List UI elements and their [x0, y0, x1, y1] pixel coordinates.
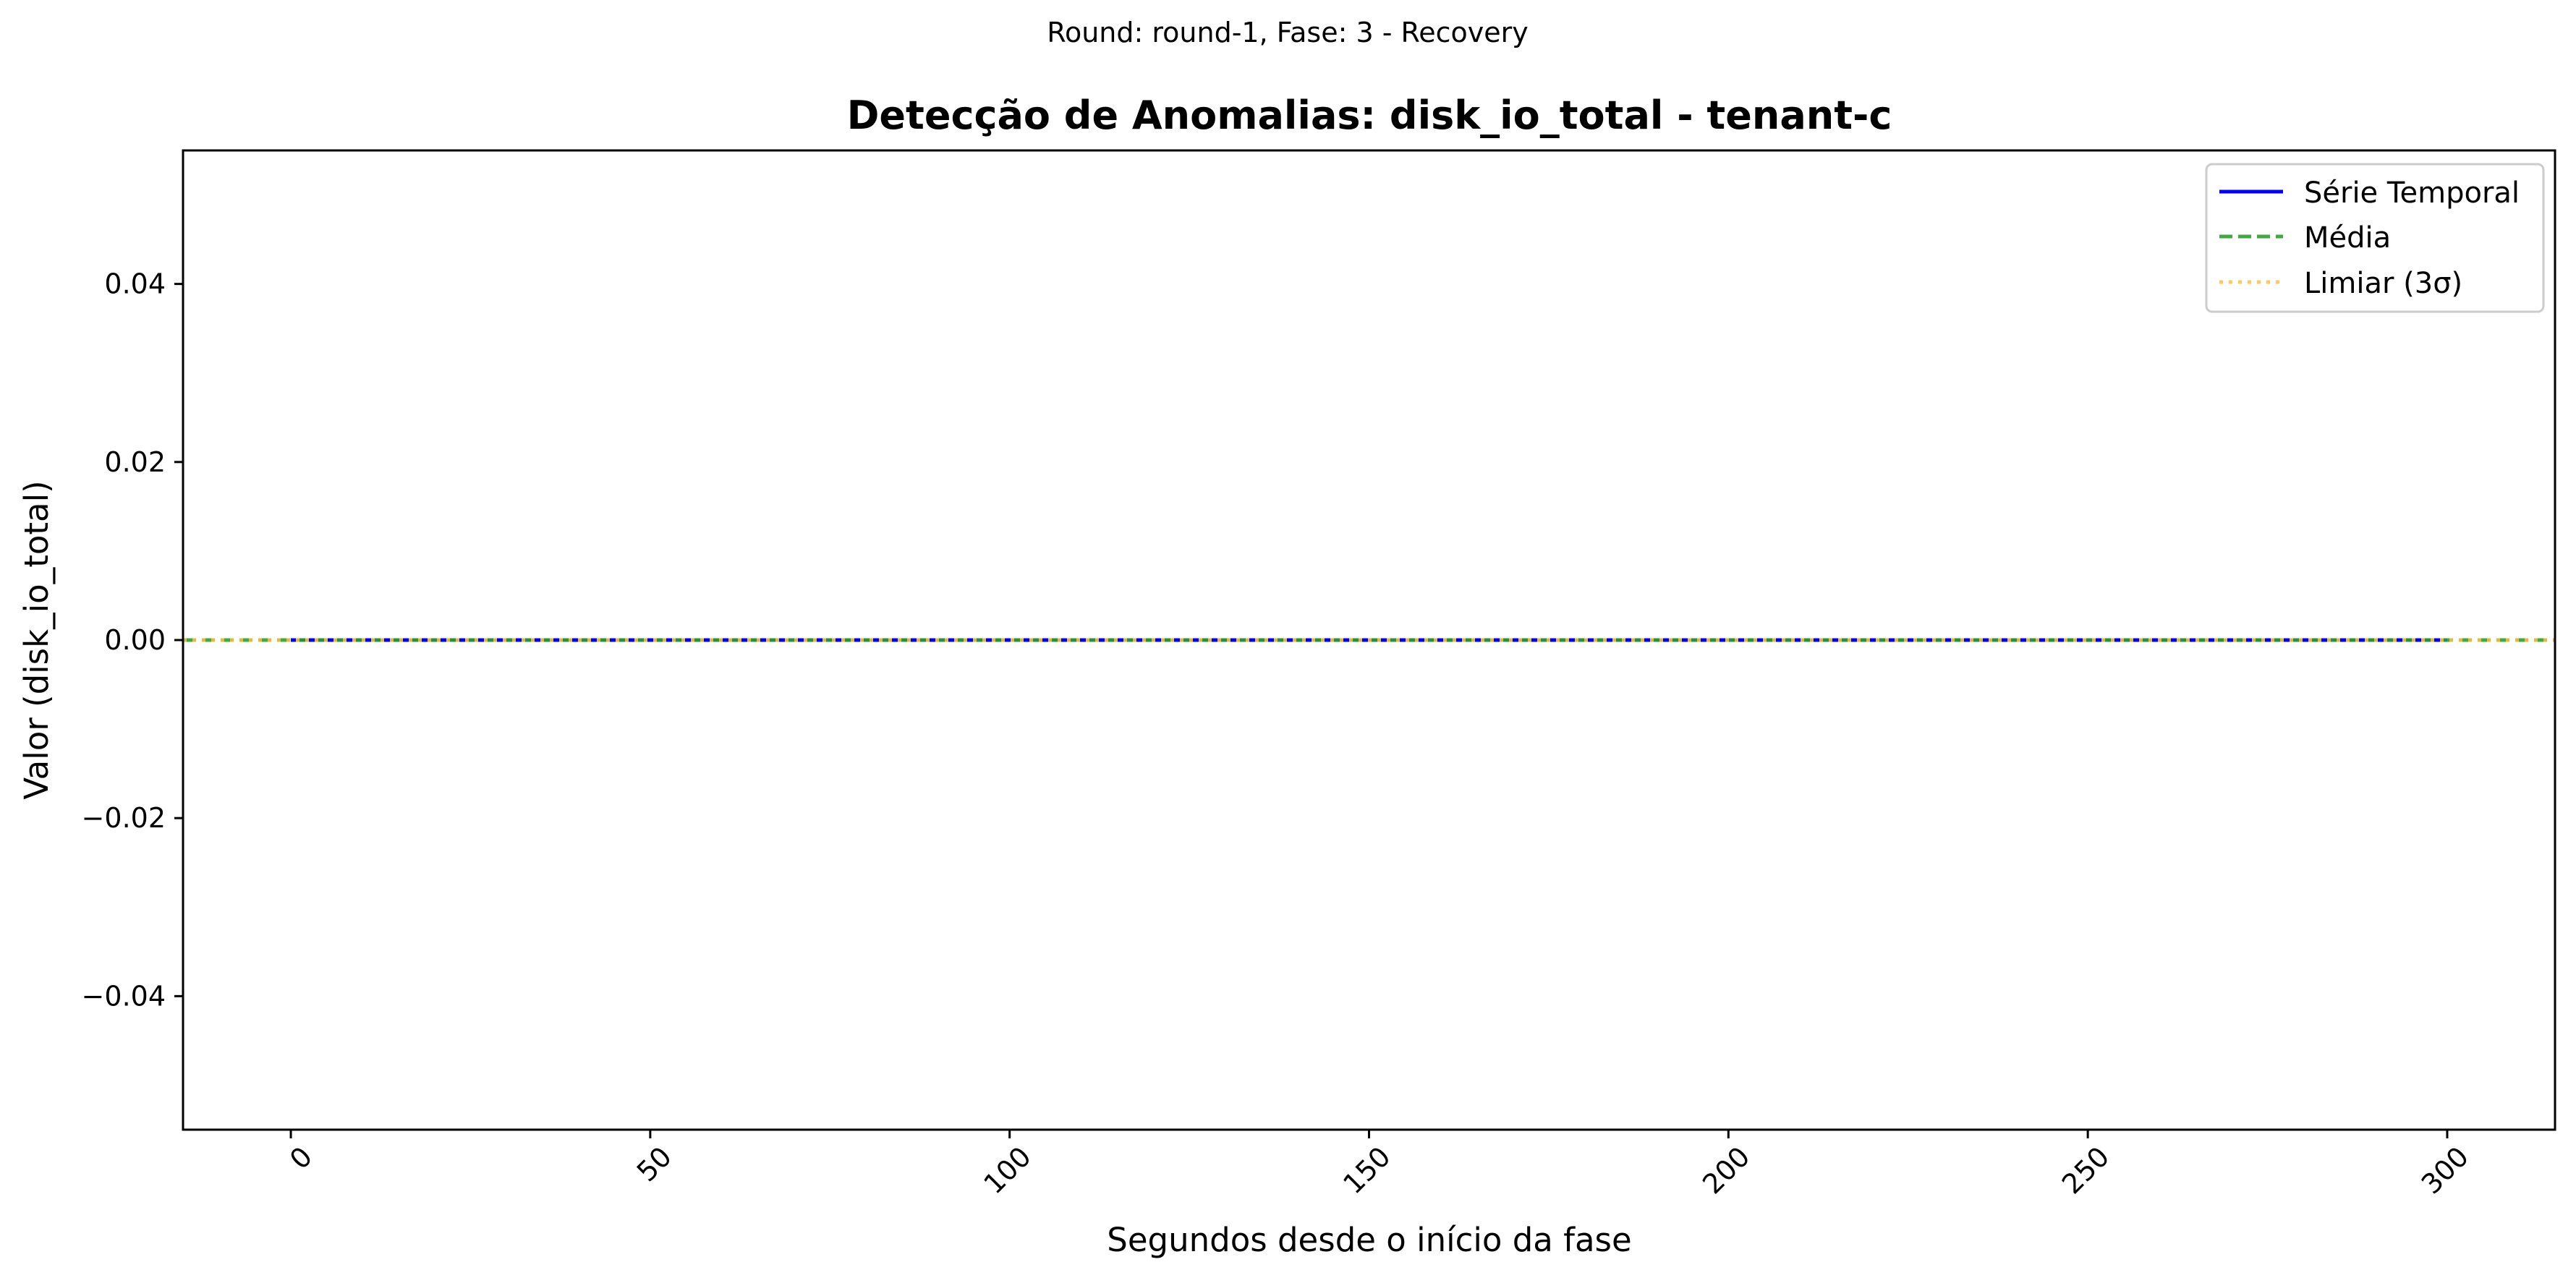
y-tick-label: −0.02	[82, 802, 166, 834]
y-tick-label: 0.00	[104, 624, 166, 656]
legend-label-media: Média	[2304, 221, 2391, 255]
y-axis-ticks: −0.04 −0.02 0.00 0.02 0.04	[82, 268, 183, 1012]
legend-frame	[2205, 163, 2545, 313]
y-tick-label: 0.04	[104, 268, 166, 300]
legend-label-limiar: Limiar (3σ)	[2304, 267, 2462, 300]
plot-frame	[182, 149, 2556, 1131]
chart-title: Detecção de Anomalias: disk_io_total - t…	[847, 93, 1892, 138]
y-tick-label: −0.04	[82, 980, 166, 1012]
y-tick-label: 0.02	[104, 446, 166, 478]
y-axis-label: Valor (disk_io_total)	[17, 480, 56, 799]
figure-suptitle: Round: round-1, Fase: 3 - Recovery	[1047, 17, 1528, 48]
x-axis-label: Segundos desde o início da fase	[1107, 1221, 1631, 1259]
legend: Série Temporal Média Limiar (3σ)	[2205, 163, 2545, 313]
legend-label-serie-temporal: Série Temporal	[2304, 176, 2520, 210]
